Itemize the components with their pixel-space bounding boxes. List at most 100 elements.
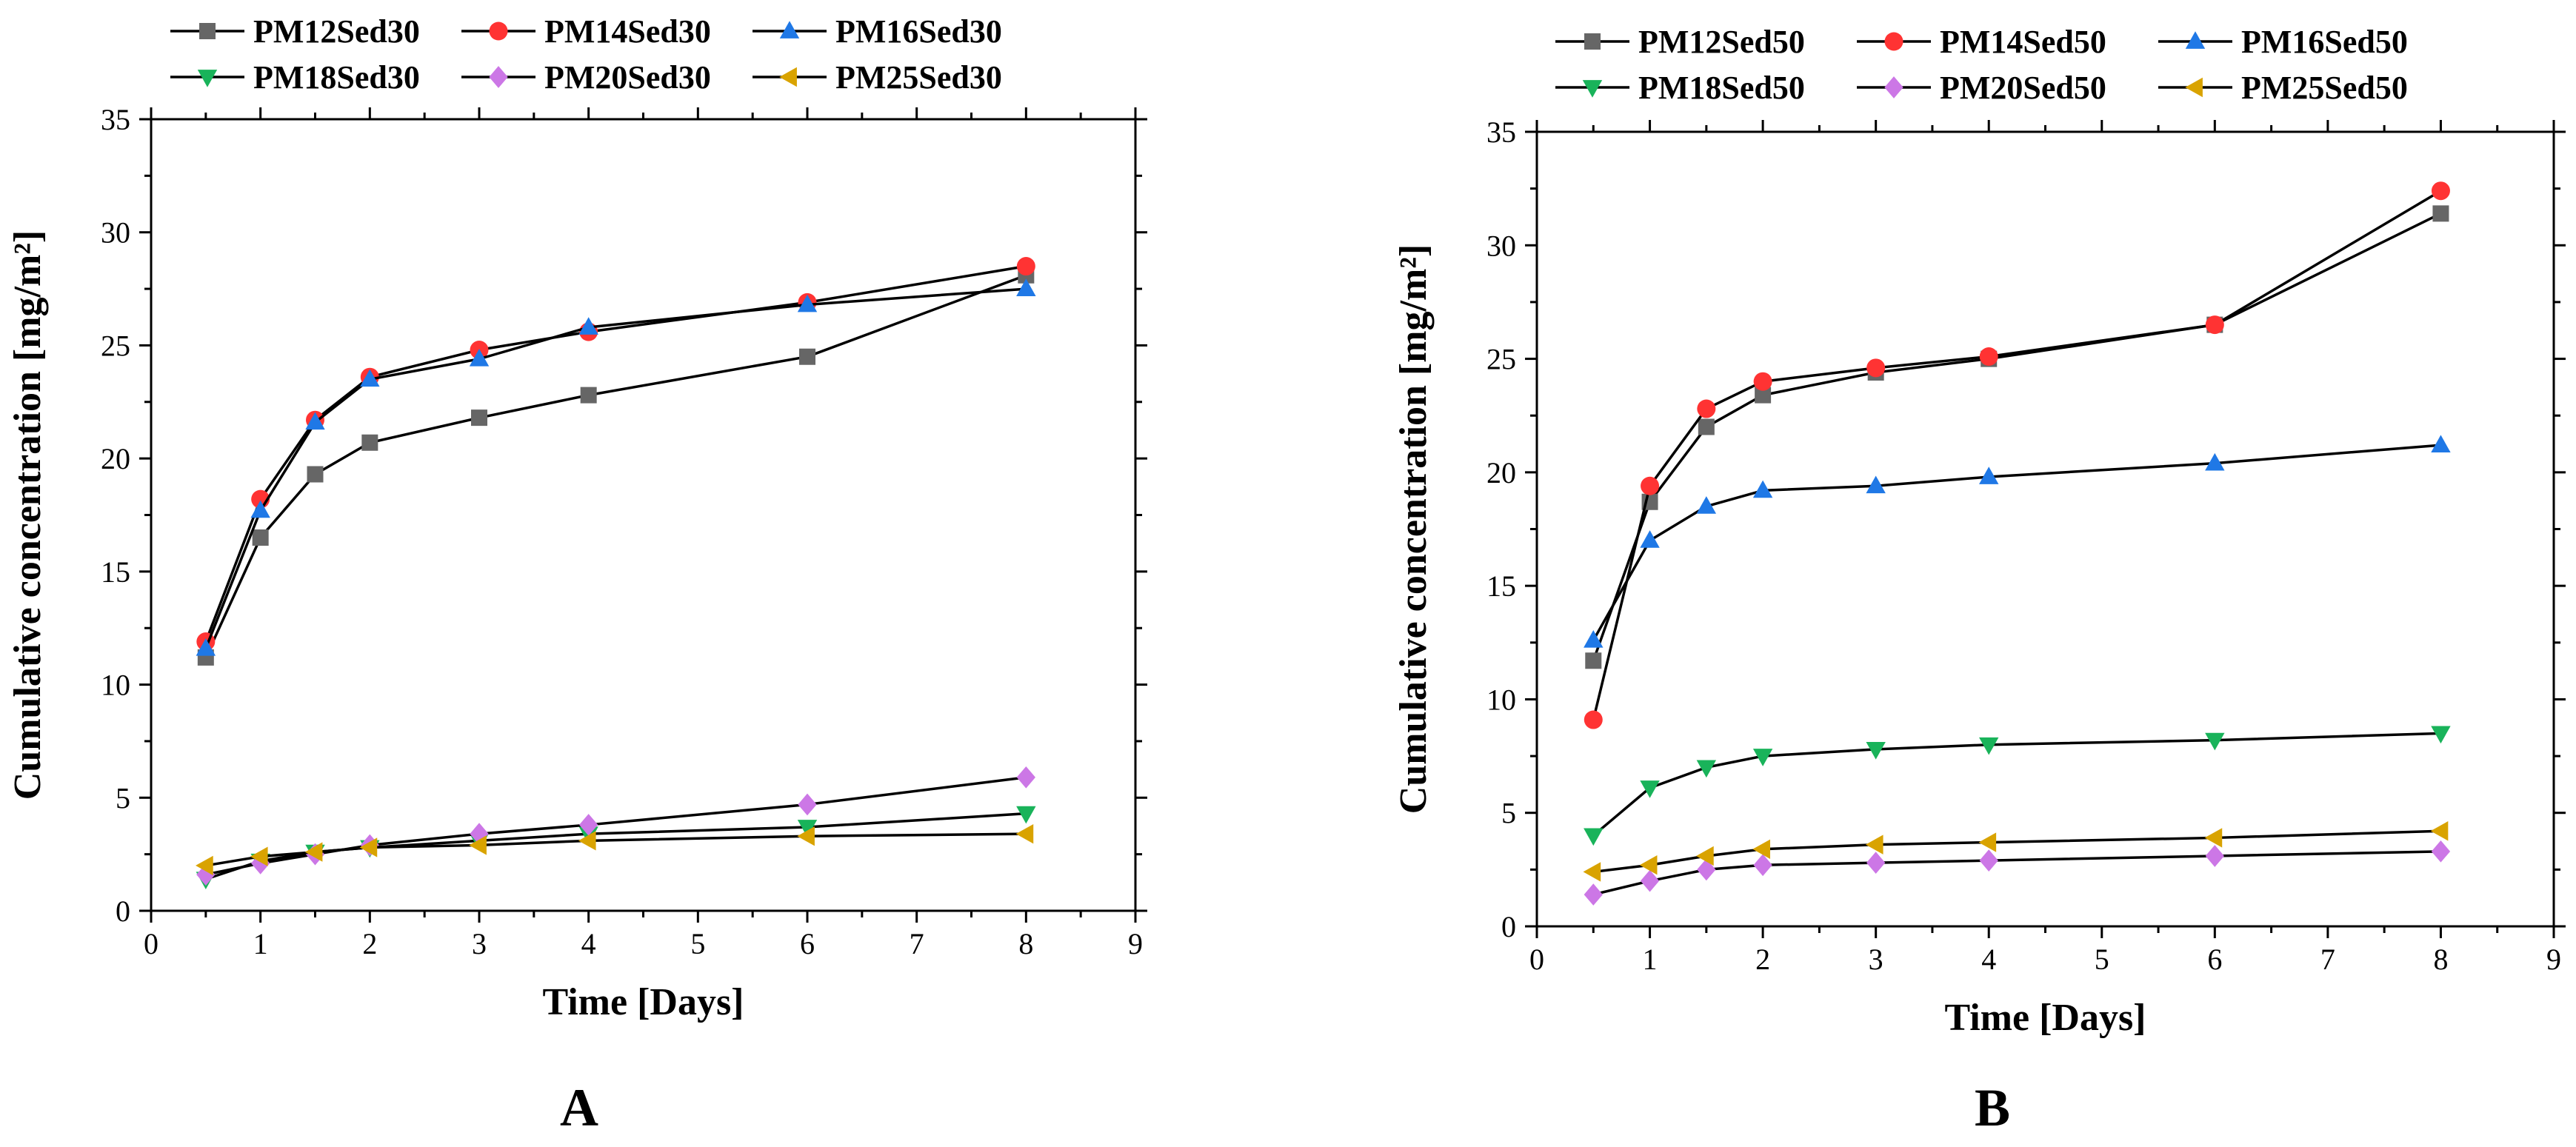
data-point bbox=[1866, 741, 1886, 760]
x-tick-label: 8 bbox=[2433, 943, 2448, 976]
legend-marker bbox=[489, 66, 508, 88]
data-point bbox=[2432, 205, 2449, 222]
legend-label: PM18Sed30 bbox=[253, 59, 420, 96]
data-point bbox=[1696, 846, 1714, 866]
x-tick-label: 1 bbox=[253, 927, 268, 960]
chart-panel-a: 0 1 2 3 4 5 6 7 8 9 0 5 10 15 20 25 30 35 Time [Days] Cumul… bbox=[7, 13, 1147, 1137]
data-point bbox=[1584, 828, 1604, 846]
data-point bbox=[1978, 832, 1997, 852]
data-point bbox=[252, 529, 269, 546]
data-point bbox=[797, 294, 818, 312]
data-point bbox=[2205, 732, 2225, 751]
series-line bbox=[1592, 444, 2441, 641]
series-PM18Sed50 bbox=[1584, 726, 2451, 846]
data-point bbox=[1640, 530, 1660, 548]
data-point bbox=[1753, 372, 1772, 391]
series-PM12Sed30 bbox=[197, 267, 1035, 666]
y-tick-label: 30 bbox=[101, 216, 130, 250]
series-line bbox=[205, 776, 1027, 876]
y-tick-label: 25 bbox=[101, 329, 130, 362]
data-point bbox=[1016, 766, 1035, 789]
legend-entry: PM25Sed50 bbox=[2158, 70, 2408, 106]
y-tick-label: 25 bbox=[1486, 343, 1516, 376]
series-line bbox=[1592, 850, 2441, 896]
x-axis-label: Time [Days] bbox=[1944, 997, 2146, 1039]
series-line bbox=[204, 274, 1027, 658]
x-tick-label: 0 bbox=[144, 927, 159, 960]
series-PM16Sed30 bbox=[196, 278, 1036, 656]
data-point bbox=[580, 387, 597, 404]
data-point bbox=[360, 369, 380, 387]
legend-entry: PM18Sed30 bbox=[170, 59, 420, 96]
series-PM14Sed50 bbox=[1584, 181, 2450, 729]
data-point bbox=[578, 317, 598, 335]
x-tick-label: 9 bbox=[2546, 943, 2561, 976]
legend-marker bbox=[2185, 77, 2203, 98]
legend-marker bbox=[199, 23, 216, 39]
legend-marker bbox=[1884, 32, 1903, 51]
legend-entry: PM12Sed30 bbox=[170, 13, 420, 50]
data-point bbox=[797, 820, 818, 837]
data-point bbox=[1583, 862, 1601, 882]
legend-label: PM14Sed50 bbox=[1940, 24, 2106, 60]
y-tick-label: 35 bbox=[101, 103, 130, 136]
series-PM14Sed30 bbox=[196, 257, 1035, 652]
legend-marker bbox=[1884, 76, 1903, 98]
y-tick-label: 15 bbox=[101, 555, 130, 589]
data-point bbox=[2431, 435, 2451, 452]
data-point bbox=[1016, 806, 1036, 824]
x-tick-label: 3 bbox=[472, 927, 487, 960]
series-line bbox=[204, 287, 1027, 649]
data-point bbox=[2431, 840, 2451, 863]
data-point bbox=[1752, 480, 1773, 498]
legend-marker bbox=[779, 67, 797, 87]
series-line bbox=[204, 264, 1027, 643]
plot-frame bbox=[150, 118, 1137, 912]
data-point bbox=[799, 348, 815, 365]
series-line bbox=[1592, 212, 2442, 661]
legend-entry: PM16Sed30 bbox=[753, 13, 1002, 50]
y-axis-label: Cumulative concentration [mg/m²] bbox=[1392, 244, 1435, 814]
y-tick-label: 20 bbox=[1486, 456, 1516, 489]
x-tick-label: 6 bbox=[800, 927, 815, 960]
data-point bbox=[1585, 652, 1602, 669]
y-tick-label: 0 bbox=[1501, 910, 1516, 943]
data-point bbox=[1979, 347, 1998, 367]
x-tick-label: 2 bbox=[362, 927, 377, 960]
legend-marker bbox=[489, 21, 508, 41]
data-point bbox=[579, 814, 598, 836]
legend-entry: PM18Sed50 bbox=[1555, 70, 1805, 106]
data-point bbox=[1016, 257, 1035, 276]
data-point bbox=[1979, 849, 1998, 872]
data-point bbox=[1697, 399, 1716, 418]
panel-label: A bbox=[560, 1078, 598, 1137]
data-point bbox=[2205, 315, 2224, 335]
data-point bbox=[305, 412, 325, 430]
series-PM25Sed30 bbox=[196, 823, 1034, 876]
legend-label: PM12Sed30 bbox=[253, 13, 420, 50]
data-point bbox=[797, 826, 815, 846]
x-tick-label: 4 bbox=[581, 927, 596, 960]
data-point bbox=[2205, 845, 2224, 867]
x-tick-label: 6 bbox=[2207, 943, 2222, 976]
data-point bbox=[1584, 710, 1603, 729]
data-point bbox=[1979, 467, 1999, 484]
x-tick-label: 5 bbox=[690, 927, 705, 960]
data-point bbox=[1866, 475, 1886, 494]
data-point bbox=[1016, 278, 1036, 296]
x-tick-label: 8 bbox=[1018, 927, 1033, 960]
x-tick-label: 5 bbox=[2095, 943, 2109, 976]
data-point bbox=[359, 837, 378, 857]
y-tick-label: 20 bbox=[101, 442, 130, 475]
series-line bbox=[1592, 190, 2442, 720]
x-tick-label: 9 bbox=[1128, 927, 1143, 960]
data-point bbox=[1584, 629, 1604, 648]
data-point bbox=[1640, 869, 1660, 892]
data-point bbox=[1641, 476, 1660, 495]
data-point bbox=[361, 434, 378, 451]
data-point bbox=[2431, 726, 2451, 744]
chart-panel-b: 0 1 2 3 4 5 6 7 8 9 0 5 10 15 20 25 30 35 Time [Days] Cumul… bbox=[1392, 24, 2566, 1137]
legend-label: PM25Sed30 bbox=[835, 59, 1002, 96]
y-tick-label: 10 bbox=[101, 669, 130, 702]
